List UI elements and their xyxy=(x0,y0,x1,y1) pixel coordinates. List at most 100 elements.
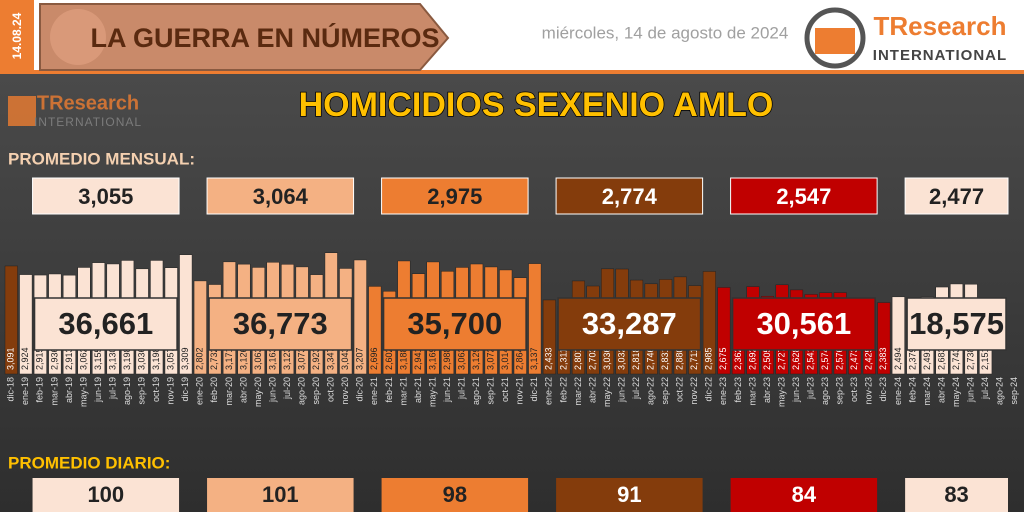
monthly-label: PROMEDIO MENSUAL: xyxy=(8,149,195,168)
x-tick-label: oct-21 xyxy=(500,377,510,402)
x-tick-label: jun-19 xyxy=(93,377,103,403)
logo: TResearch INTERNATIONAL xyxy=(804,7,1007,69)
monthly-box xyxy=(206,177,355,215)
value-label: 3,057 xyxy=(166,347,176,370)
daily-box xyxy=(207,478,354,512)
x-tick-label: abr-24 xyxy=(936,377,946,403)
logo-sub: INTERNATIONAL xyxy=(873,47,1007,64)
value-label: 2,924 xyxy=(20,347,30,370)
value-label: 2,494 xyxy=(893,347,903,370)
value-label: 3,129 xyxy=(471,347,481,370)
x-tick-label: mar-22 xyxy=(573,377,583,406)
bar xyxy=(528,263,542,375)
total-label: 30,561 xyxy=(756,306,851,341)
monthly-box xyxy=(555,177,704,215)
value-label: 2,683 xyxy=(936,347,946,370)
value-label: 2,576 xyxy=(835,347,845,370)
bar xyxy=(193,280,207,375)
date-strip xyxy=(0,0,34,72)
x-tick-label: ago-22 xyxy=(646,377,656,405)
value-label: 2,425 xyxy=(864,347,874,370)
value-label: 3,163 xyxy=(267,347,277,370)
bar xyxy=(717,287,731,375)
value-label: 2,151 xyxy=(980,347,990,370)
bar xyxy=(368,286,382,375)
x-tick-label: ago-19 xyxy=(122,377,132,405)
daily-box xyxy=(730,478,878,512)
monthly-box xyxy=(381,177,529,215)
value-label: 2,433 xyxy=(544,347,554,370)
value-label: 2,864 xyxy=(515,347,525,370)
total-label: 33,287 xyxy=(582,306,677,341)
x-tick-label: feb-19 xyxy=(35,377,45,403)
bar xyxy=(542,299,556,375)
value-label: 2,941 xyxy=(413,347,423,370)
x-tick-label: may-23 xyxy=(776,377,786,407)
small-logo-sub: INTERNATIONAL xyxy=(34,115,142,129)
x-tick-label: dic-21 xyxy=(529,377,539,402)
x-tick-label: may-24 xyxy=(951,377,961,407)
bar xyxy=(877,302,891,375)
x-tick-label: ago-23 xyxy=(820,377,830,405)
x-tick-label: ene-24 xyxy=(893,377,903,405)
value-label: 3,014 xyxy=(500,347,510,370)
value-label: 2,473 xyxy=(849,347,859,370)
total-box xyxy=(906,297,1007,351)
x-tick-label: jul-19 xyxy=(107,377,117,400)
x-tick-label: jun-24 xyxy=(965,377,975,403)
banner-icon xyxy=(50,9,106,65)
value-label: 2,727 xyxy=(776,347,786,370)
value-label: 3,063 xyxy=(456,347,466,370)
x-tick-label: dic-20 xyxy=(355,377,365,402)
x-tick-label: ago-20 xyxy=(297,377,307,405)
value-label: 2,602 xyxy=(384,347,394,370)
value-label: 3,123 xyxy=(282,347,292,370)
total-box xyxy=(33,297,178,351)
value-label: 3,137 xyxy=(529,347,539,370)
x-tick-label: nov-19 xyxy=(166,377,176,405)
value-label: 2,732 xyxy=(209,347,219,370)
total-box xyxy=(382,297,527,351)
value-label: 2,383 xyxy=(878,347,888,370)
bar xyxy=(179,254,193,375)
bar xyxy=(702,271,716,375)
header-date: miércoles, 14 de agosto de 2024 xyxy=(542,23,789,42)
x-tick-label: mar-21 xyxy=(398,377,408,406)
x-tick-label: ago-21 xyxy=(471,377,481,405)
x-tick-label: feb-21 xyxy=(384,377,394,403)
x-tick-label: jun-20 xyxy=(267,377,277,403)
value-label: 2,831 xyxy=(660,347,670,370)
value-label: 3,169 xyxy=(427,347,437,370)
x-tick-label: may-20 xyxy=(253,377,263,407)
x-tick-label: abr-23 xyxy=(762,377,772,403)
daily-box xyxy=(556,478,703,512)
x-tick-label: jun-21 xyxy=(442,377,452,403)
value-label: 2,985 xyxy=(704,347,714,370)
value-label: 3,032 xyxy=(616,347,626,370)
x-tick-label: nov-23 xyxy=(864,377,874,405)
value-label: 2,491 xyxy=(922,347,932,370)
x-tick-label: abr-22 xyxy=(587,377,597,403)
monthly-box xyxy=(904,177,1009,215)
value-label: 2,574 xyxy=(820,347,830,370)
x-tick-label: abr-20 xyxy=(238,377,248,403)
x-tick-label: feb-24 xyxy=(907,377,917,403)
value-label: 2,743 xyxy=(951,347,961,370)
value-label: 3,171 xyxy=(224,347,234,370)
x-tick-label: abr-21 xyxy=(413,377,423,403)
x-tick-label: oct-19 xyxy=(151,377,161,402)
monthly-avg: 3,055 xyxy=(78,184,133,209)
value-label: 2,802 xyxy=(195,347,205,370)
value-label: 2,801 xyxy=(573,347,583,370)
x-tick-label: dic-19 xyxy=(180,377,190,402)
x-tick-label: abr-19 xyxy=(64,377,74,403)
monthly-avg: 3,064 xyxy=(253,184,309,209)
x-tick-label: jun-23 xyxy=(791,377,801,403)
value-label: 2,880 xyxy=(675,347,685,370)
bar xyxy=(19,274,33,375)
value-label: 2,915 xyxy=(35,347,45,370)
value-label: 3,207 xyxy=(355,347,365,370)
x-tick-label: jul-22 xyxy=(631,377,641,400)
header-line xyxy=(0,70,1024,74)
